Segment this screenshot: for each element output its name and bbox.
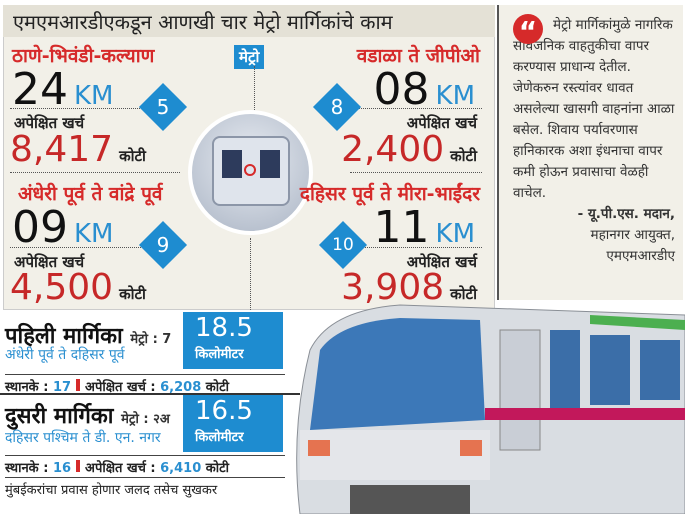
footer-tagline: मुंबईकरांचा प्रवास होणार जलद तसेच सुखकर bbox=[5, 477, 285, 498]
quote-box: मेट्रो मार्गिकांमुळे नागरिक सार्वजनिक वा… bbox=[497, 5, 683, 300]
page-title: एमएमआरडीएकडून आणखी चार मेट्रो मार्गिकांच… bbox=[3, 5, 495, 37]
quote-role: महानगर आयुक्त, bbox=[590, 227, 676, 243]
route-8-cost: 2,400 कोटी bbox=[341, 129, 477, 170]
line-1-title: पहिली मार्गिका मेट्रो : 7 bbox=[5, 324, 172, 349]
route-8-cost-label: अपेक्षित खर्च bbox=[406, 114, 477, 132]
route-8-km: 08 KM bbox=[373, 64, 475, 115]
route-10-cost: 3,908 कोटी bbox=[341, 267, 477, 308]
line-2-title: दुसरी मार्गिका मेट्रो : २अ bbox=[5, 404, 170, 429]
route-9-name: अंधेरी पूर्व ते वांद्रे पूर्व bbox=[18, 183, 163, 205]
route-8-name: वडाळा ते जीपीओ bbox=[356, 45, 480, 67]
line-2-km-box: 16.5 किलोमीटर bbox=[183, 395, 283, 452]
line-1-km-box: 18.5 किलोमीटर bbox=[183, 312, 283, 369]
line-2-route: दहिसर पश्चिम ते डी. एन. नगर bbox=[5, 430, 161, 446]
metro-train-illustration bbox=[296, 304, 685, 514]
line-2-stats: स्थानके : 16 अपेक्षित खर्च : 6,410 कोटी bbox=[5, 455, 285, 476]
route-5-cost: 8,417 कोटी bbox=[10, 129, 146, 170]
line-1-route: अंधेरी पूर्व ते दहिसर पूर्व bbox=[5, 347, 125, 363]
quote-author: - यू.पी.एस. मदान, bbox=[577, 206, 675, 222]
metro-train-photo bbox=[188, 110, 313, 235]
line-1-stats: स्थानके : 17 अपेक्षित खर्च : 6,208 कोटी bbox=[5, 374, 285, 395]
quote-mark-icon: “ bbox=[513, 14, 543, 48]
quote-org: एमएमआरडीए bbox=[606, 248, 675, 264]
route-5-km: 24 KM bbox=[12, 64, 114, 115]
metro-tag: मेट्रो bbox=[234, 45, 265, 69]
route-9-cost: 4,500 कोटी bbox=[10, 267, 146, 308]
route-5-cost-label: अपेक्षित खर्च bbox=[14, 114, 85, 132]
route-9-km: 09 KM bbox=[12, 202, 114, 253]
route-10-name: दहिसर पूर्व ते मीरा-भाईंदर bbox=[299, 183, 480, 205]
route-5-name: ठाणे-भिवंडी-कल्याण bbox=[12, 45, 155, 67]
route-9-cost-label: अपेक्षित खर्च bbox=[14, 253, 85, 271]
route-10-cost-label: अपेक्षित खर्च bbox=[406, 253, 477, 271]
quote-text: मेट्रो मार्गिकांमुळे नागरिक सार्वजनिक वा… bbox=[513, 17, 675, 201]
route-10-km: 11 KM bbox=[373, 202, 475, 253]
